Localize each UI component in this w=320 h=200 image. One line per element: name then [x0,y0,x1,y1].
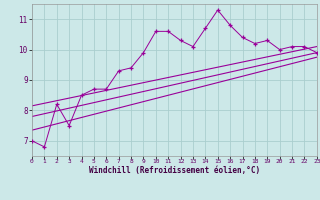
X-axis label: Windchill (Refroidissement éolien,°C): Windchill (Refroidissement éolien,°C) [89,166,260,175]
